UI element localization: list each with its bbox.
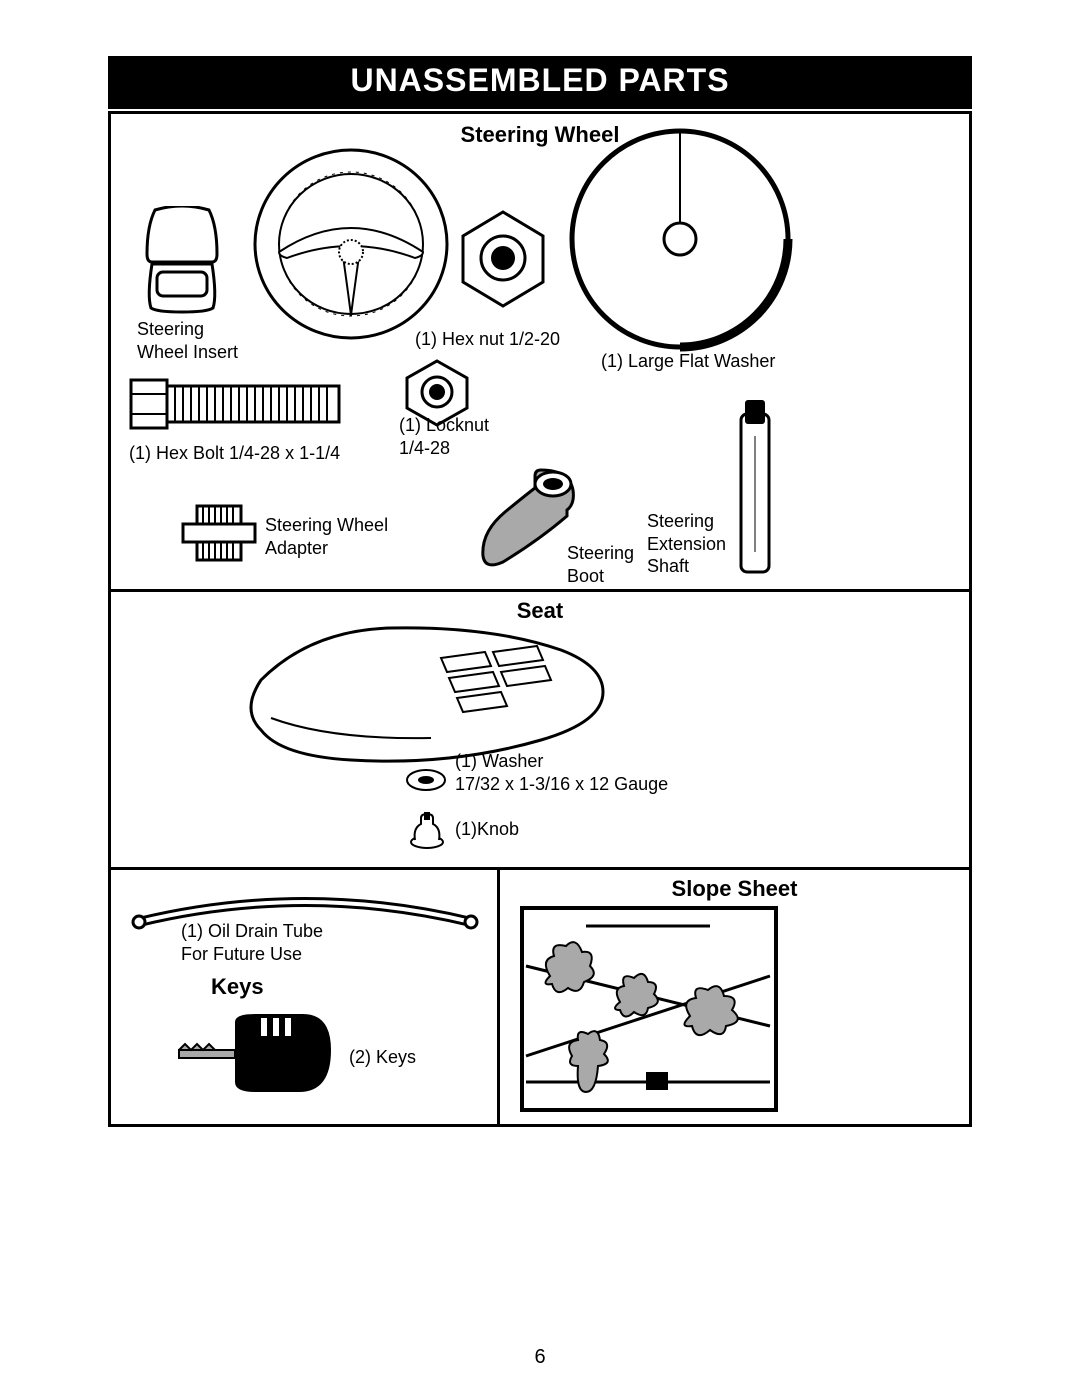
flat-washer-label: (1) Large Flat Washer	[601, 350, 775, 373]
steering-heading: Steering Wheel	[111, 122, 969, 148]
steering-wheel-icon	[251, 144, 451, 344]
manual-page: UNASSEMBLED PARTS Steering Wheel Steerin…	[0, 0, 1080, 1397]
keys-label: (2) Keys	[349, 1046, 416, 1069]
boot-label: Steering Boot	[567, 542, 634, 587]
large-flat-washer-icon	[565, 124, 795, 354]
keys-heading: Keys	[211, 974, 264, 1000]
key-icon	[175, 1010, 335, 1100]
shaft-label: Steering Extension Shaft	[647, 510, 726, 578]
knob-icon	[407, 810, 447, 850]
seat-section: Seat (1) Washer 17/32 x 1-3/16 x 12 Gaug…	[111, 592, 969, 870]
hex-nut-label: (1) Hex nut 1/2-20	[415, 328, 560, 351]
page-title: UNASSEMBLED PARTS	[108, 56, 972, 109]
seat-washer-icon	[405, 768, 447, 792]
insert-label: Steering Wheel Insert	[137, 318, 238, 363]
knob-label: (1)Knob	[455, 818, 519, 841]
page-number: 6	[0, 1346, 1080, 1369]
steering-extension-shaft-icon	[733, 396, 777, 576]
hex-bolt-icon	[129, 372, 349, 436]
steering-wheel-adapter-icon	[179, 502, 259, 564]
slope-sheet-icon	[520, 906, 778, 1112]
steering-section: Steering Wheel Steering Wheel Insert	[111, 114, 969, 592]
parts-frame: Steering Wheel Steering Wheel Insert	[108, 111, 972, 1127]
adapter-label: Steering Wheel Adapter	[265, 514, 388, 559]
tube-keys-section: (1) Oil Drain Tube For Future Use Keys (…	[111, 870, 497, 1124]
hex-nut-icon	[455, 208, 551, 316]
slope-heading: Slope Sheet	[500, 876, 969, 902]
oil-tube-label: (1) Oil Drain Tube For Future Use	[181, 920, 323, 965]
seat-icon	[231, 610, 611, 770]
locknut-label: (1) Locknut 1/4-28	[399, 414, 489, 459]
slope-sheet-section: Slope Sheet	[497, 870, 969, 1124]
hex-bolt-label: (1) Hex Bolt 1/4-28 x 1-1/4	[129, 442, 340, 465]
steering-wheel-insert-icon	[137, 206, 227, 316]
seat-washer-label: (1) Washer 17/32 x 1-3/16 x 12 Gauge	[455, 750, 668, 795]
